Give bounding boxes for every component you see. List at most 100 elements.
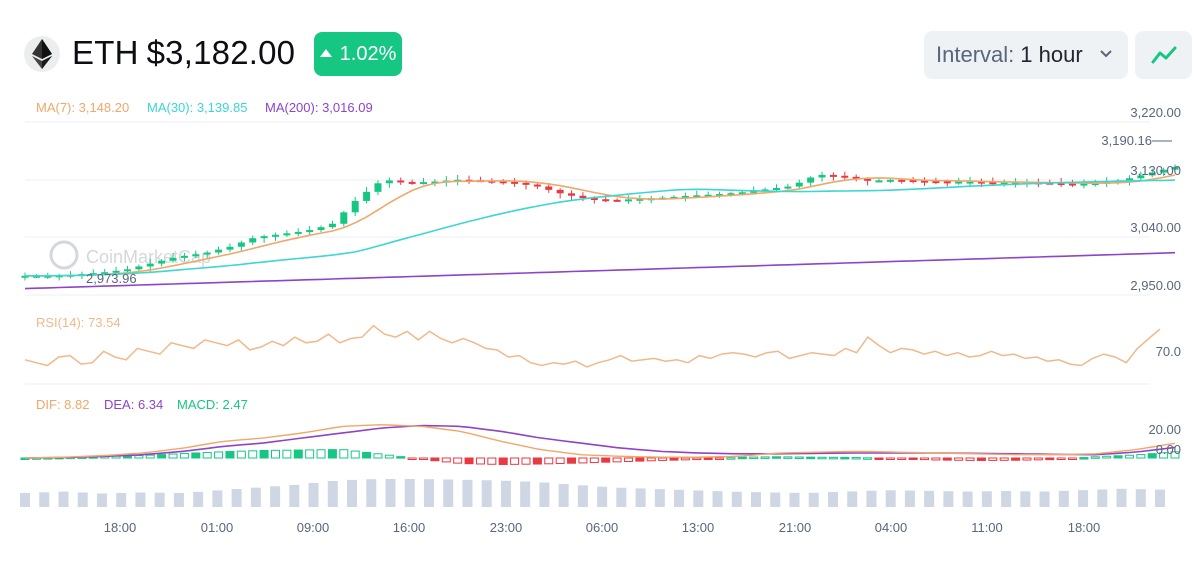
macd-bar xyxy=(305,449,315,459)
macd-bar xyxy=(589,457,599,464)
line-chart-toggle-button[interactable] xyxy=(1135,31,1192,79)
candle xyxy=(989,182,997,185)
candle xyxy=(636,198,644,201)
volume-bar xyxy=(635,488,646,507)
candle xyxy=(351,200,359,213)
macd-bar xyxy=(350,450,360,459)
candle xyxy=(875,180,883,183)
x-axis-tick-label: 13:00 xyxy=(682,520,715,535)
candle xyxy=(180,255,188,258)
candle xyxy=(363,191,371,201)
volume-bar xyxy=(539,482,550,507)
candle xyxy=(898,179,906,182)
interval-dropdown[interactable]: Interval: 1 hour xyxy=(924,31,1128,79)
ethereum-icon xyxy=(24,36,60,72)
macd-bar xyxy=(908,457,918,460)
candle xyxy=(909,180,917,183)
volume-bar xyxy=(885,490,896,507)
volume-bar xyxy=(520,481,531,507)
macd-bar xyxy=(646,457,656,462)
change-value: 1.02% xyxy=(339,42,397,65)
ma30-line xyxy=(25,179,1176,277)
macd-bar xyxy=(293,449,303,459)
candle xyxy=(397,180,405,183)
volume-bar xyxy=(173,492,184,507)
volume-bar xyxy=(231,489,242,507)
candle xyxy=(545,186,553,190)
candle xyxy=(169,257,177,261)
volume-bar xyxy=(135,492,146,507)
volume-bar xyxy=(385,479,396,507)
candle xyxy=(317,227,325,231)
x-axis-tick-label: 11:00 xyxy=(971,520,1003,535)
macd-bar xyxy=(567,457,577,464)
macd-bar xyxy=(999,457,1009,461)
candle xyxy=(1057,182,1065,185)
candle xyxy=(135,266,143,270)
candle xyxy=(590,198,598,201)
macd-bar xyxy=(191,452,201,459)
candle xyxy=(716,194,724,197)
macd-bar xyxy=(635,457,645,462)
macd-bar xyxy=(1102,455,1112,459)
price-tick-0: 3,220.00 xyxy=(1130,105,1181,120)
candle xyxy=(32,275,40,278)
candle xyxy=(784,186,792,189)
macd-bar xyxy=(441,457,451,463)
candle xyxy=(568,193,576,196)
x-axis-tick-label: 09:00 xyxy=(297,520,330,535)
candle xyxy=(511,181,519,184)
macd-bar xyxy=(1011,457,1021,461)
macd-bar xyxy=(236,450,246,459)
candle xyxy=(921,180,929,183)
volume-bar xyxy=(1097,489,1108,507)
macd-bar xyxy=(1159,452,1169,459)
macd-bar xyxy=(453,457,463,464)
macd-bar xyxy=(874,457,884,460)
candle xyxy=(158,260,166,264)
x-axis-tick-label: 18:00 xyxy=(104,520,137,535)
candle xyxy=(123,269,131,272)
volume-bar xyxy=(751,492,762,507)
macd-bar xyxy=(965,457,975,461)
volume-bar xyxy=(96,493,107,507)
macd-bar xyxy=(316,449,326,459)
volume-bar xyxy=(693,490,704,507)
macd-bar xyxy=(419,457,429,460)
candle xyxy=(203,252,211,255)
volume-bar xyxy=(1078,490,1089,507)
macd-bar xyxy=(179,452,189,459)
macd-bar xyxy=(749,456,759,460)
volume-bar xyxy=(789,492,800,507)
macd-bar xyxy=(270,449,280,459)
candle xyxy=(613,199,621,202)
macd-bar xyxy=(737,456,747,460)
macd-bar xyxy=(692,457,702,461)
interval-value: 1 hour xyxy=(1020,42,1083,67)
candle xyxy=(864,178,872,181)
macd-bar xyxy=(248,450,258,459)
candle xyxy=(738,192,746,195)
interval-label: Interval: xyxy=(936,42,1015,67)
volume-bar xyxy=(77,492,88,507)
macd-bar xyxy=(658,457,668,461)
candle xyxy=(385,180,393,184)
candle xyxy=(579,195,587,199)
volume-bar xyxy=(289,484,300,507)
macd-bar xyxy=(817,456,827,460)
price-tick-3: 2,950.00 xyxy=(1130,278,1181,293)
macd-bar xyxy=(373,453,383,459)
volume-bar xyxy=(558,483,569,507)
macd-bar xyxy=(1147,453,1157,459)
macd-bar xyxy=(954,457,964,461)
candle xyxy=(260,236,268,239)
volume-bar xyxy=(481,480,492,507)
macd-bar xyxy=(1056,457,1066,460)
macd-tick-1: 0.00 xyxy=(1156,442,1181,457)
volume-bar xyxy=(212,490,223,507)
volume-bar xyxy=(1116,488,1127,507)
candle xyxy=(807,177,815,183)
volume-bar xyxy=(770,492,781,507)
volume-bar xyxy=(674,489,685,507)
